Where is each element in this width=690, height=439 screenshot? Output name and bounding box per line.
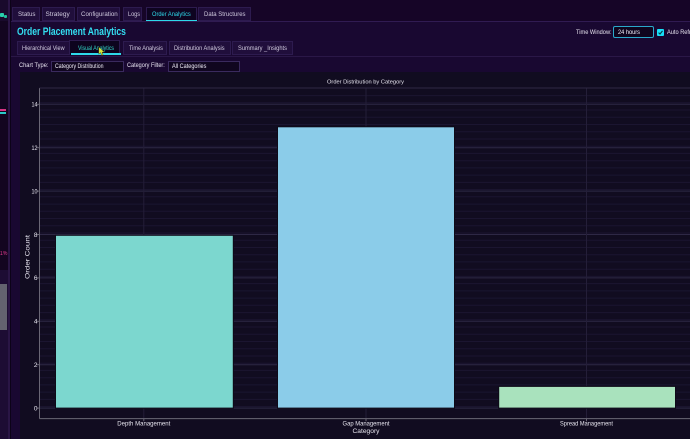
svg-text:Depth Management: Depth Management (117, 421, 170, 428)
svg-text:14: 14 (32, 102, 38, 109)
svg-text:Gap Management: Gap Management (343, 421, 390, 428)
svg-text:6: 6 (34, 275, 38, 282)
svg-text:12: 12 (32, 145, 38, 152)
svg-text:Order Count: Order Count (25, 235, 32, 279)
svg-text:10: 10 (32, 188, 38, 195)
svg-text:2: 2 (34, 362, 38, 369)
svg-text:Order Distribution by Category: Order Distribution by Category (327, 79, 404, 85)
svg-text:4: 4 (34, 319, 38, 326)
svg-text:Spread Management: Spread Management (560, 421, 613, 428)
svg-text:Category: Category (353, 428, 381, 435)
svg-text:8: 8 (34, 232, 38, 239)
svg-text:0: 0 (34, 405, 38, 412)
